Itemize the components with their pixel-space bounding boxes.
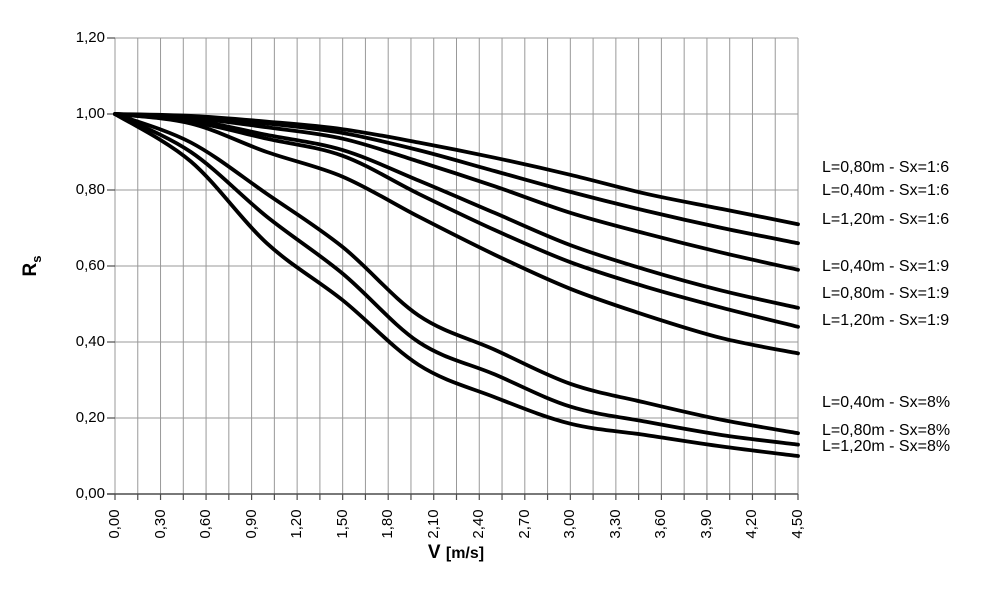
curve-series-4 bbox=[113, 112, 800, 329]
x-axis-title-unit: [m/s] bbox=[445, 545, 485, 562]
y-axis-title: Rs bbox=[20, 216, 44, 316]
y-tick-label: 0,60 bbox=[75, 257, 105, 274]
y-axis-title-main: R bbox=[20, 262, 41, 277]
x-tick-label: 0,60 bbox=[197, 509, 215, 539]
x-tick-label: 3,90 bbox=[697, 509, 715, 539]
x-tick-label: 3,30 bbox=[606, 509, 624, 539]
x-tick-label: 3,00 bbox=[561, 509, 579, 539]
y-tick-label: 1,00 bbox=[75, 105, 105, 122]
legend-item-6: L=0,40m - Sx=8% bbox=[822, 394, 951, 411]
curve-series-5 bbox=[113, 112, 800, 356]
x-tick-label: 0,00 bbox=[106, 509, 123, 539]
x-tick-label: 1,50 bbox=[333, 509, 351, 539]
y-tick-label: 1,20 bbox=[75, 29, 105, 46]
x-tick-label: 1,80 bbox=[379, 509, 397, 539]
y-axis-title-sub: s bbox=[28, 255, 44, 263]
x-tick-label: 4,20 bbox=[743, 509, 761, 539]
curve-series-8 bbox=[113, 112, 800, 458]
legend-item-3: L=0,40m - Sx=1:9 bbox=[822, 258, 950, 275]
x-axis-title-main: V bbox=[427, 542, 441, 563]
curve-series-2 bbox=[113, 112, 800, 272]
x-tick-label: 2,10 bbox=[424, 509, 442, 539]
legend-item-7: L=0,80m - Sx=8% bbox=[822, 422, 951, 439]
curve-series-6 bbox=[113, 112, 800, 436]
legend-item-5: L=1,20m - Sx=1:9 bbox=[822, 312, 950, 329]
legend-item-1: L=0,40m - Sx=1:6 bbox=[822, 182, 950, 199]
y-tick-label: 0,00 bbox=[75, 485, 105, 502]
x-tick-label: 4,50 bbox=[789, 509, 806, 539]
x-tick-label: 1,20 bbox=[288, 509, 306, 539]
x-tick-label: 2,40 bbox=[470, 509, 488, 539]
y-tick-label: 0,20 bbox=[75, 409, 105, 426]
legend-item-2: L=1,20m - Sx=1:6 bbox=[822, 211, 950, 228]
x-tick-label: 0,90 bbox=[242, 509, 260, 539]
x-axis-title: V [m/s] bbox=[356, 542, 556, 564]
x-tick-label: 0,30 bbox=[151, 509, 169, 539]
legend-item-8: L=1,20m - Sx=8% bbox=[822, 438, 951, 455]
legend-item-0: L=0,80m - Sx=1:6 bbox=[822, 159, 950, 176]
x-tick-label: 3,60 bbox=[652, 509, 670, 539]
y-tick-label: 0,80 bbox=[75, 181, 105, 198]
curve-series-7 bbox=[113, 112, 800, 447]
x-tick-label: 2,70 bbox=[515, 509, 533, 539]
y-tick-label: 0,40 bbox=[75, 333, 105, 350]
legend-item-4: L=0,80m - Sx=1:9 bbox=[822, 285, 950, 302]
curve-series-3 bbox=[113, 112, 800, 310]
curve-series-0 bbox=[113, 112, 800, 227]
